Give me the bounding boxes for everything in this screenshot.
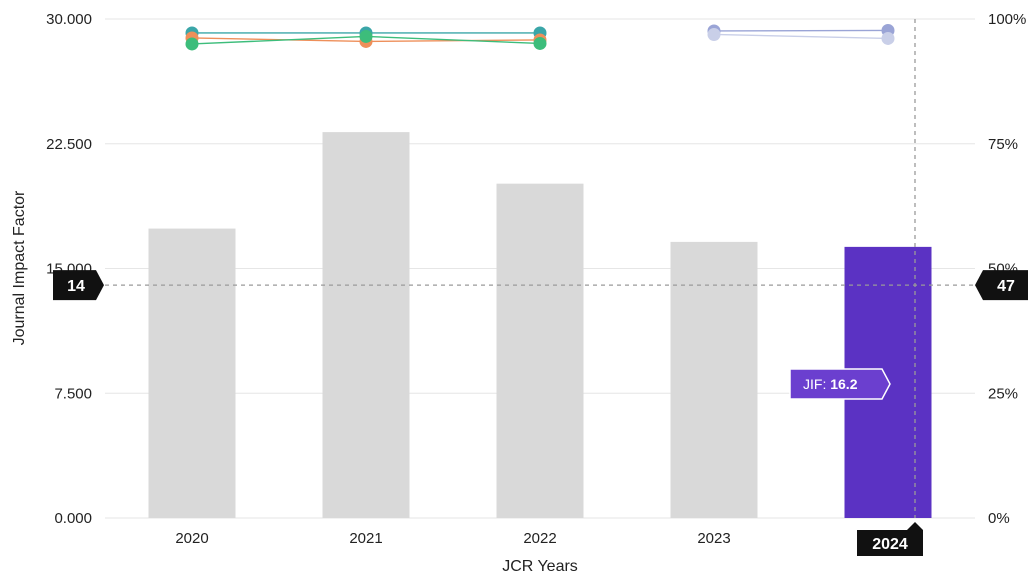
right-value-badge: 47 <box>975 270 1028 301</box>
percentile-point[interactable] <box>707 27 721 41</box>
x-tick-label: 2023 <box>697 530 730 547</box>
y-tick-label: 22.500 <box>46 136 92 153</box>
jif-tooltip: JIF: 16.2 <box>789 368 891 400</box>
x-badge-text: 2024 <box>872 536 908 553</box>
percentile-point[interactable] <box>533 36 547 50</box>
badge-shape <box>975 270 1028 301</box>
x-tick-label: 2021 <box>349 530 382 547</box>
bar-2023[interactable] <box>670 241 758 519</box>
bar-2021[interactable] <box>322 132 410 518</box>
percentile-point[interactable] <box>881 31 895 45</box>
percentile-line <box>713 33 889 40</box>
percentile-point[interactable] <box>185 37 199 51</box>
x-axis-label: JCR Years <box>502 558 578 575</box>
tooltip-text: JIF: 16.2 <box>803 376 858 392</box>
left-badge-text: 14 <box>67 278 85 295</box>
bar-2020[interactable] <box>148 228 236 518</box>
crosshair-group: 14 47 2024 JIF: 16.2 <box>53 19 1028 556</box>
badge-shape <box>857 522 923 556</box>
x-value-badge: 2024 <box>857 522 923 556</box>
right-badge-text: 47 <box>997 278 1015 295</box>
y-tick-label: 0.000 <box>54 510 92 527</box>
tooltip-label: JIF: <box>803 376 830 392</box>
bar-2022[interactable] <box>496 183 584 519</box>
percentile-lines-group <box>185 23 895 51</box>
tooltip-value: 16.2 <box>830 376 857 392</box>
left-value-badge: 14 <box>53 270 104 301</box>
x-tick-label: 2020 <box>175 530 208 547</box>
percentile-point[interactable] <box>359 29 373 43</box>
y-axis-label: Journal Impact Factor <box>11 190 28 345</box>
y2-tick-label: 0% <box>988 510 1010 527</box>
badge-shape <box>53 270 104 301</box>
y2-tick-label: 25% <box>988 385 1018 402</box>
tooltip-shape <box>789 368 891 400</box>
bars-group <box>148 132 932 519</box>
y-tick-label: 7.500 <box>54 385 92 402</box>
x-tick-label: 2022 <box>523 530 556 547</box>
y-tick-label: 30.000 <box>46 11 92 28</box>
y2-tick-label: 100% <box>988 11 1026 28</box>
y2-tick-label: 75% <box>988 136 1018 153</box>
